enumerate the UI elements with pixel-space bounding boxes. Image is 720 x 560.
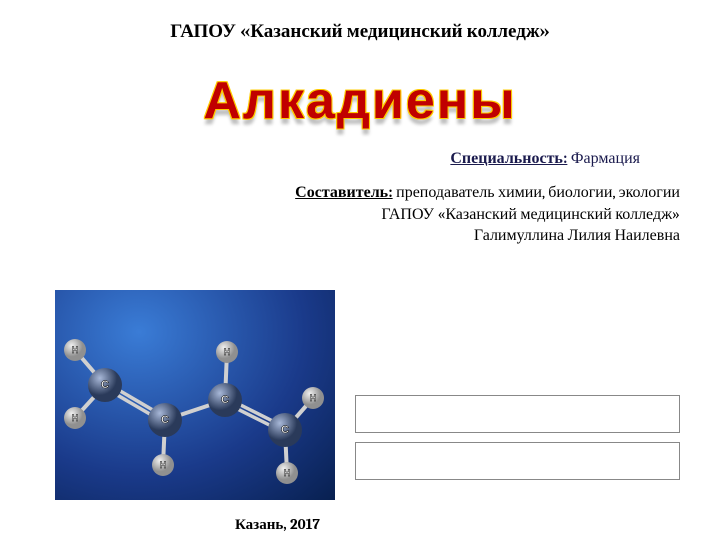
svg-text:H: H [284,468,291,478]
institution-header: ГАПОУ «Казанский медицинский колледж» [0,20,720,43]
specialty-label: Специальность: [450,149,567,167]
molecule-diagram: C C C C H H H H H H [55,290,335,500]
svg-text:H: H [72,413,79,423]
author-block: Составитель: преподаватель химии, биолог… [280,182,680,247]
svg-text:C: C [161,414,169,426]
empty-box-1 [355,395,680,433]
svg-text:C: C [101,379,109,391]
main-title: Алкадиены [0,71,720,131]
specialty-line: Специальность: Фармация [0,149,640,168]
author-text: преподаватель химии, биологии, экологии … [381,183,680,223]
footer-text: Казань, 2017 [235,515,320,534]
author-name: Галимуллина Лилия Наилевна [474,226,680,244]
svg-text:H: H [310,393,317,403]
svg-text:H: H [224,347,231,357]
specialty-value: Фармация [567,149,640,167]
svg-text:H: H [72,345,79,355]
svg-text:C: C [221,394,229,406]
empty-box-2 [355,442,680,480]
svg-text:C: C [281,424,289,436]
author-label: Составитель: [295,183,392,201]
svg-text:H: H [160,460,167,470]
